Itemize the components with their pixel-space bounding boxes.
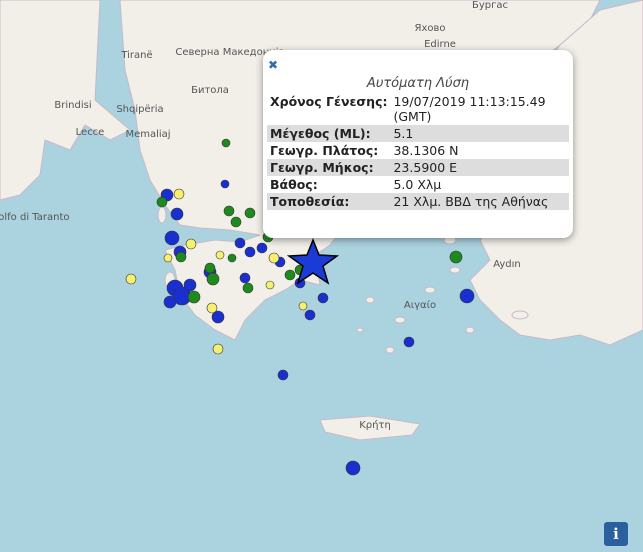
info-row: Βάθος: 5.0 Χλμ [267, 176, 569, 193]
place-label: Lecce [76, 127, 105, 138]
quake-marker [230, 216, 242, 228]
info-label: Τοποθεσία: [267, 193, 391, 210]
quake-marker [459, 288, 475, 304]
info-row: Τοποθεσία: 21 Χλμ. ΒΒΔ της Αθήνας [267, 193, 569, 210]
quake-marker [317, 292, 329, 304]
place-label: Бургас [472, 0, 508, 11]
quake-marker [163, 253, 173, 263]
place-label: Κρήτη [359, 419, 391, 431]
info-table: Χρόνος Γένεσης: 19/07/2019 11:13:15.49 (G… [267, 93, 569, 210]
info-row: Γεωγρ. Πλάτος: 38.1306 N [267, 142, 569, 159]
info-value: 19/07/2019 11:13:15.49 (GMT) [393, 94, 546, 124]
place-label: Северна Македонија [175, 46, 284, 58]
place-label: Brindisi [54, 100, 91, 111]
quake-marker [298, 301, 308, 311]
info-label: Γεωγρ. Πλάτος: [270, 143, 379, 158]
popup: Αυτόματη Λύση Χρόνος Γένεσης: 19/07/2019 … [263, 50, 573, 238]
island [394, 316, 406, 324]
island [157, 206, 167, 224]
info-label: Μέγεθος (ML): [267, 125, 391, 142]
info-value: 21 Χλμ. ΒΒΔ της Αθήνας [390, 193, 569, 210]
place-label: Αιγαίο [404, 299, 436, 311]
info-label: Χρόνος Γένεσης: [270, 94, 388, 109]
info-value: 5.1 [390, 125, 569, 142]
quake-marker [403, 336, 415, 348]
place-label: Битола [191, 85, 229, 96]
quake-marker [215, 250, 225, 260]
info-row: Γεωγρ. Μήκος: 23.5900 E [267, 159, 569, 176]
quake-marker [175, 251, 187, 263]
quake-marker [265, 280, 275, 290]
event-star [286, 237, 340, 285]
quake-marker [239, 272, 251, 284]
quake-marker [125, 273, 137, 285]
quake-marker [156, 196, 168, 208]
quake-marker [187, 290, 201, 304]
crete [319, 415, 421, 441]
quake-marker [284, 269, 296, 281]
info-label: Γεωγρ. Μήκος: [267, 159, 391, 176]
info-value: 5.0 Χλμ [393, 177, 442, 192]
quake-marker [206, 272, 220, 286]
quake-marker [449, 250, 463, 264]
quake-marker [227, 253, 237, 263]
quake-marker [277, 369, 289, 381]
quake-marker [212, 343, 224, 355]
quake-marker [211, 310, 225, 324]
island [385, 346, 395, 354]
info-button[interactable]: i [604, 522, 628, 546]
info-row: Χρόνος Γένεσης: 19/07/2019 11:13:15.49 (G… [267, 93, 569, 125]
quake-marker [163, 295, 177, 309]
close-button[interactable]: ✖ [268, 58, 279, 72]
island [424, 286, 436, 294]
quake-marker [220, 179, 230, 189]
quake-marker [185, 238, 197, 250]
island [449, 266, 461, 274]
info-row: Μέγεθος (ML): 5.1 [267, 125, 569, 142]
place-label: Tiranë [120, 50, 152, 61]
quake-marker [256, 242, 268, 254]
place-label: Aydın [493, 259, 521, 270]
quake-marker [268, 252, 280, 264]
quake-marker [244, 207, 256, 219]
quake-marker [164, 230, 180, 246]
place-label: Golfo di Taranto [0, 212, 69, 223]
place-label: Edirne [424, 39, 456, 50]
info-value: 23.5900 E [390, 159, 569, 176]
place-label: Shqipëria [116, 104, 163, 115]
quake-marker [204, 262, 216, 274]
quake-marker [223, 205, 235, 217]
quake-marker [206, 302, 218, 314]
quake-marker [221, 138, 231, 148]
popup-title: Αυτόματη Λύση [366, 76, 470, 91]
quake-marker [244, 246, 256, 258]
quake-marker [304, 309, 316, 321]
island [365, 296, 375, 304]
quake-marker [183, 278, 197, 292]
land [0, 0, 131, 201]
island [356, 327, 364, 333]
island [511, 310, 529, 320]
quake-marker [242, 282, 254, 294]
quake-marker [173, 188, 185, 200]
quake-marker [345, 460, 361, 476]
island [465, 326, 475, 334]
place-label: Memaliaj [125, 129, 170, 140]
place-label: Яхово [415, 23, 446, 34]
quake-marker [234, 237, 246, 249]
info-label: Βάθος: [270, 177, 318, 192]
quake-marker [170, 207, 184, 221]
info-value: 38.1306 N [393, 143, 459, 158]
